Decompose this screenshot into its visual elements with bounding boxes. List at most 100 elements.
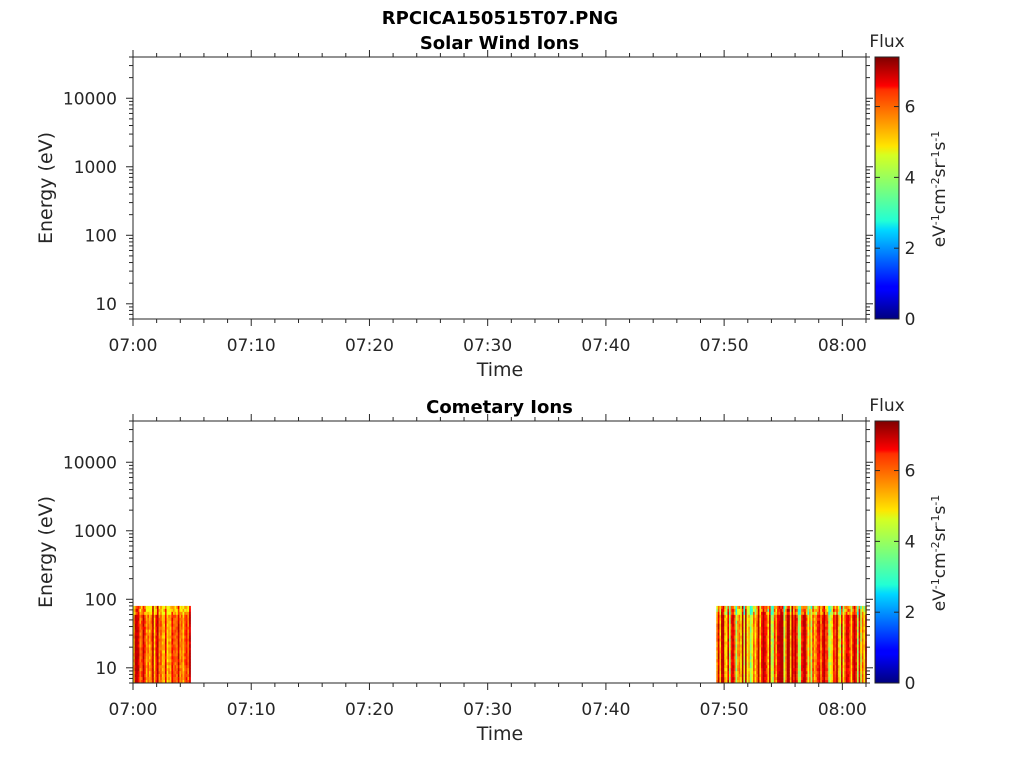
- data-cell: [772, 632, 775, 636]
- data-cell: [757, 614, 760, 619]
- data-cell: [158, 623, 161, 627]
- data-cell: [745, 662, 747, 666]
- data-cell: [176, 644, 179, 648]
- data-cell: [807, 680, 810, 684]
- data-cell: [777, 632, 779, 636]
- data-cell: [804, 629, 807, 633]
- x-tick-label: 07:00: [109, 700, 158, 720]
- data-cell: [767, 620, 770, 625]
- data-cell: [857, 656, 859, 660]
- data-cell: [817, 653, 819, 657]
- data-cell: [160, 659, 163, 663]
- data-cell: [145, 650, 148, 654]
- data-cell: [173, 656, 175, 660]
- data-cell: [166, 638, 169, 642]
- data-cell: [150, 641, 153, 645]
- data-cell: [770, 641, 773, 645]
- data-cell: [863, 653, 866, 657]
- data-cell: [861, 611, 864, 616]
- data-cell: [741, 653, 744, 657]
- data-cell: [133, 671, 135, 675]
- data-cell: [741, 647, 744, 651]
- data-cell: [716, 647, 719, 651]
- data-cell: [187, 653, 190, 657]
- data-cell: [177, 626, 180, 630]
- data-cell: [780, 626, 783, 630]
- data-cell: [799, 638, 802, 642]
- data-cell: [809, 668, 811, 672]
- data-cell: [749, 632, 752, 636]
- data-cell: [842, 656, 845, 660]
- data-cell: [804, 635, 807, 639]
- data-cell: [163, 626, 166, 630]
- colorbar-tick-label: 4: [905, 532, 916, 552]
- data-cell: [732, 671, 735, 675]
- data-cell: [805, 662, 808, 666]
- data-cell: [160, 623, 163, 627]
- data-cell: [850, 614, 853, 619]
- data-cell: [796, 635, 799, 639]
- data-cell: [796, 623, 799, 627]
- data-cell: [717, 680, 720, 684]
- data-cell: [850, 620, 853, 625]
- data-cell: [857, 647, 859, 651]
- data-cell: [817, 638, 819, 642]
- data-cell: [863, 623, 866, 627]
- data-cell: [134, 629, 137, 633]
- data-cell: [139, 644, 142, 648]
- data-cell: [757, 617, 760, 622]
- data-cell: [842, 668, 845, 672]
- data-cell: [753, 623, 755, 627]
- data-cell: [845, 677, 848, 681]
- data-cell: [179, 623, 182, 627]
- data-cell: [773, 677, 776, 681]
- data-cell: [184, 632, 187, 636]
- data-cell: [761, 677, 763, 681]
- data-cell: [165, 638, 167, 642]
- data-cell: [829, 608, 832, 613]
- data-cell: [134, 665, 137, 669]
- data-cell: [722, 674, 725, 678]
- data-cell: [751, 674, 754, 678]
- data-cell: [144, 620, 147, 625]
- data-cell: [847, 656, 850, 660]
- data-cell: [853, 635, 856, 639]
- data-cell: [778, 632, 781, 636]
- data-cell: [139, 656, 142, 660]
- data-cell: [844, 620, 847, 625]
- data-cell: [829, 635, 832, 639]
- data-cell: [145, 677, 148, 681]
- data-cell: [147, 674, 150, 678]
- data-cell: [759, 635, 762, 639]
- data-cell: [769, 650, 771, 654]
- data-cell: [801, 614, 803, 619]
- data-cell: [770, 662, 773, 666]
- data-cell: [735, 611, 738, 616]
- data-cell: [831, 608, 834, 613]
- data-cell: [733, 608, 736, 613]
- data-cell: [155, 605, 158, 610]
- data-cell: [754, 656, 757, 660]
- data-cell: [773, 638, 776, 642]
- data-cell: [740, 677, 743, 681]
- data-cell: [745, 632, 747, 636]
- data-cell: [176, 668, 179, 672]
- data-cell: [161, 659, 164, 663]
- data-cell: [825, 656, 827, 660]
- data-cell: [810, 632, 813, 636]
- data-cell: [815, 677, 818, 681]
- data-cell: [761, 665, 763, 669]
- data-cell: [804, 614, 807, 619]
- data-cell: [751, 668, 754, 672]
- data-cell: [829, 626, 832, 630]
- data-cell: [136, 632, 139, 636]
- data-cell: [837, 605, 840, 610]
- data-cell: [179, 635, 182, 639]
- data-cell: [716, 641, 719, 645]
- data-cell: [160, 653, 163, 657]
- data-cell: [174, 659, 177, 663]
- data-cell: [185, 668, 188, 672]
- data-cell: [185, 647, 188, 651]
- data-cell: [833, 611, 835, 616]
- data-cell: [719, 674, 722, 678]
